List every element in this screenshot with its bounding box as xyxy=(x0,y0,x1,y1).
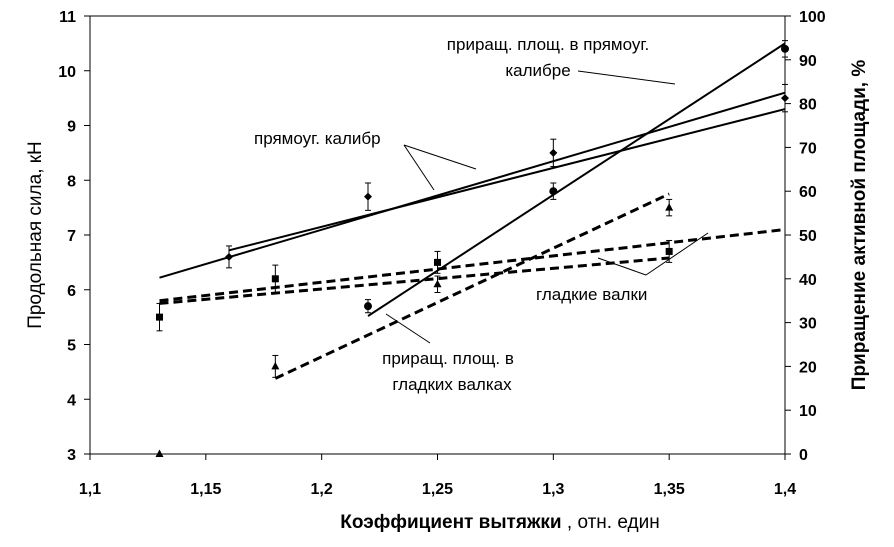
marker-triangle xyxy=(665,203,674,211)
y-left-tick-label: 5 xyxy=(67,338,76,355)
x-tick-label: 1,35 xyxy=(654,481,685,498)
marker-circle xyxy=(781,44,789,53)
y-left-tick-label: 4 xyxy=(67,392,76,409)
axes-ticks xyxy=(84,15,791,460)
ann-rect-caliber: прямоуг. калибр xyxy=(254,129,381,148)
x-tick-label: 1,3 xyxy=(542,481,564,498)
y-left-tick-label: 11 xyxy=(59,9,76,26)
y-right-tick-label: 90 xyxy=(799,53,817,70)
annotation-leader-line xyxy=(385,313,431,344)
fit-line-smooth_force_fit_1 xyxy=(159,228,786,303)
y-left-axis-title: Продольная сила, кН xyxy=(25,141,46,329)
data-markers xyxy=(155,40,789,457)
annotation-leader-line xyxy=(577,70,676,85)
x-tick-label: 1,15 xyxy=(190,481,221,498)
x-axis-title-unit: , отн. един xyxy=(562,512,660,533)
y-right-tick-label: 60 xyxy=(799,184,817,201)
marker-square xyxy=(665,247,673,255)
annotation-leader-line xyxy=(645,232,709,276)
ann-smooth-area-line1: приращ. площ. в xyxy=(382,349,514,368)
marker-square xyxy=(156,313,163,321)
fit-line-smooth_area_fit xyxy=(274,192,670,380)
y-right-tick-label: 100 xyxy=(799,9,826,26)
ann-rect-area-line1: приращ. площ. в прямоуг. xyxy=(447,35,649,54)
annotation-leader-line xyxy=(403,144,435,191)
y-right-axis-title: Приращение активной площади, % xyxy=(849,60,870,391)
x-tick-label: 1,4 xyxy=(774,481,796,498)
annotation-leader-line xyxy=(597,257,647,276)
y-right-tick-label: 50 xyxy=(799,228,817,245)
marker-diamond xyxy=(225,252,233,261)
y-right-tick-label: 80 xyxy=(799,97,817,114)
y-left-tick-label: 9 xyxy=(67,119,76,136)
marker-diamond xyxy=(364,192,372,201)
marker-diamond xyxy=(549,148,558,157)
fit-line-rect_force_fit_1 xyxy=(159,91,786,279)
y-right-tick-label: 70 xyxy=(799,140,817,157)
ann-smooth-rolls: гладкие валки xyxy=(536,285,647,304)
marker-triangle xyxy=(271,361,280,370)
fit-line-rect_force_fit_2 xyxy=(228,108,786,252)
y-left-tick-label: 8 xyxy=(67,173,76,190)
y-right-tick-label: 20 xyxy=(799,359,817,376)
annotation-leaders xyxy=(385,70,709,344)
annotation-leader-line xyxy=(403,144,477,170)
marker-square xyxy=(271,275,279,283)
ann-smooth-area-line2: гладких валках xyxy=(392,375,512,394)
x-tick-label: 1,1 xyxy=(79,481,101,498)
marker-circle xyxy=(364,302,372,311)
y-right-tick-label: 0 xyxy=(799,447,808,464)
tick-labels: 1,1 1,15 1,2 1,25 1,3 1,35 1,4 3 4 5 6 7 8 9 10 11 0 10 20… xyxy=(58,9,826,498)
x-tick-label: 1,2 xyxy=(311,481,333,498)
x-axis-title: Коэффициент вытяжки , отн. един xyxy=(340,512,659,533)
ann-rect-area-line2: калибре xyxy=(505,61,570,80)
fit-line-smooth_force_fit_2 xyxy=(159,256,670,305)
y-left-tick-label: 10 xyxy=(58,64,76,81)
x-tick-label: 1,25 xyxy=(422,481,453,498)
y-left-tick-label: 6 xyxy=(67,283,76,300)
marker-diamond xyxy=(781,94,789,103)
y-right-tick-label: 10 xyxy=(799,403,817,420)
y-left-tick-label: 7 xyxy=(67,228,76,245)
marker-square xyxy=(434,258,441,266)
x-axis-title-bold: Коэффициент вытяжки xyxy=(340,512,561,533)
marker-triangle xyxy=(433,279,442,288)
marker-circle xyxy=(549,187,558,196)
y-right-tick-label: 40 xyxy=(799,272,817,289)
y-left-tick-label: 3 xyxy=(67,447,76,464)
marker-triangle xyxy=(155,449,164,457)
plot-area xyxy=(89,15,786,455)
y-right-tick-label: 30 xyxy=(799,316,817,333)
